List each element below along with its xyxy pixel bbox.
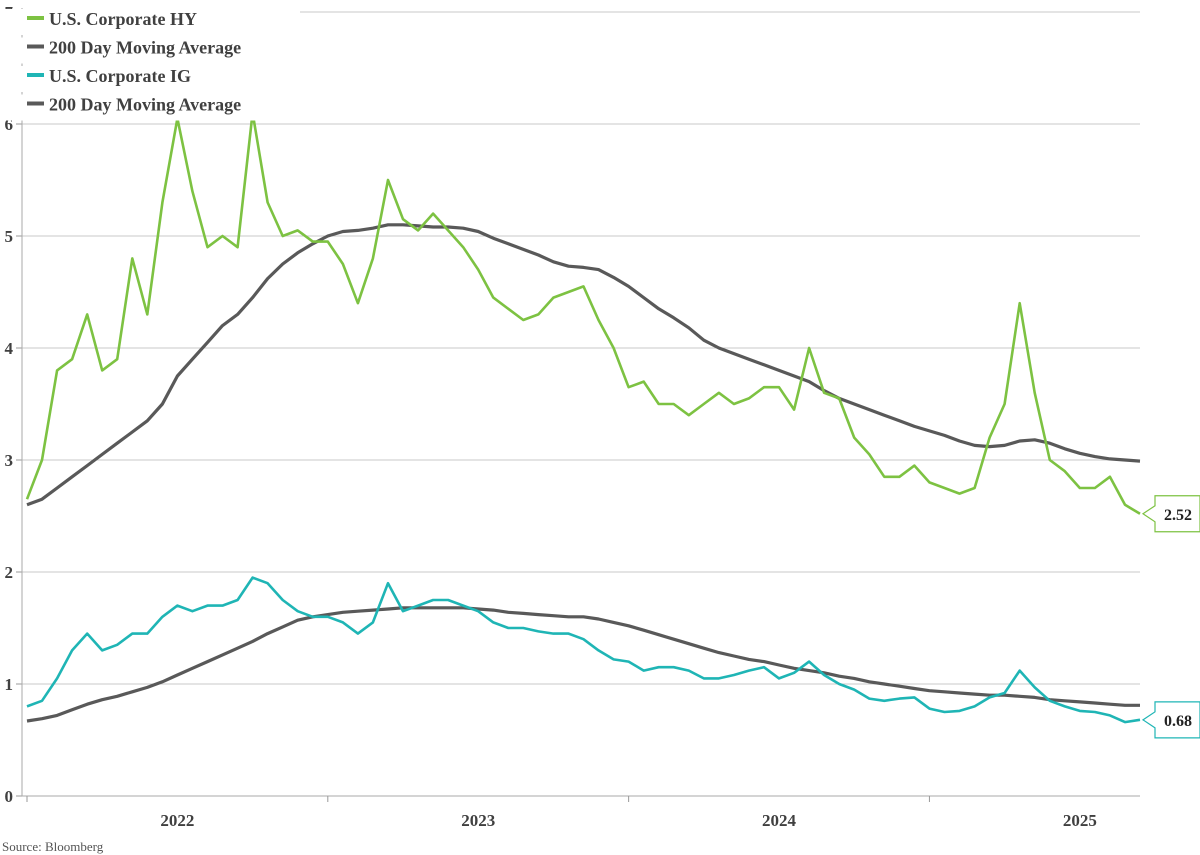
x-tick-label: 2023 <box>461 811 495 830</box>
y-axis-ticks: 01234567 <box>5 3 22 806</box>
callout-value: 0.68 <box>1164 713 1192 730</box>
series-lines <box>25 111 1141 724</box>
legend-label: 200 Day Moving Average <box>49 95 241 115</box>
y-tick-label: 1 <box>5 675 14 694</box>
hy-series-line <box>25 111 1141 515</box>
value-callouts: 2.52 0.68 <box>1141 495 1200 739</box>
y-tick-label: 3 <box>5 451 14 470</box>
x-tick-label: 2025 <box>1063 811 1097 830</box>
x-tick-label: 2022 <box>160 811 194 830</box>
callout-box <box>1141 701 1200 739</box>
legend-label: 200 Day Moving Average <box>49 38 241 58</box>
source-note: Source: Bloomberg <box>2 839 104 854</box>
y-tick-label: 0 <box>5 787 14 806</box>
legend-background <box>0 37 300 64</box>
ig-series-line <box>26 576 1141 724</box>
callout-value: 2.52 <box>1164 507 1192 524</box>
y-tick-label: 5 <box>5 227 14 246</box>
legend: U.S. Corporate HY 200 Day Moving Average U… <box>0 9 300 121</box>
hy-moving-average-line <box>26 223 1141 507</box>
x-tick-label: 2024 <box>762 811 797 830</box>
legend-background <box>0 9 300 35</box>
x-axis: 2022 2023 2024 2025 <box>21 8 1140 830</box>
legend-label: U.S. Corporate HY <box>49 9 197 29</box>
ig-moving-average-line <box>26 606 1140 723</box>
legend-background <box>0 66 300 92</box>
y-tick-label: 4 <box>5 339 14 358</box>
y-tick-label: 2 <box>5 563 14 582</box>
legend-label: U.S. Corporate IG <box>49 66 191 86</box>
y-tick-label: 6 <box>5 115 14 134</box>
callout-box <box>1141 495 1200 533</box>
legend-background <box>0 94 300 121</box>
